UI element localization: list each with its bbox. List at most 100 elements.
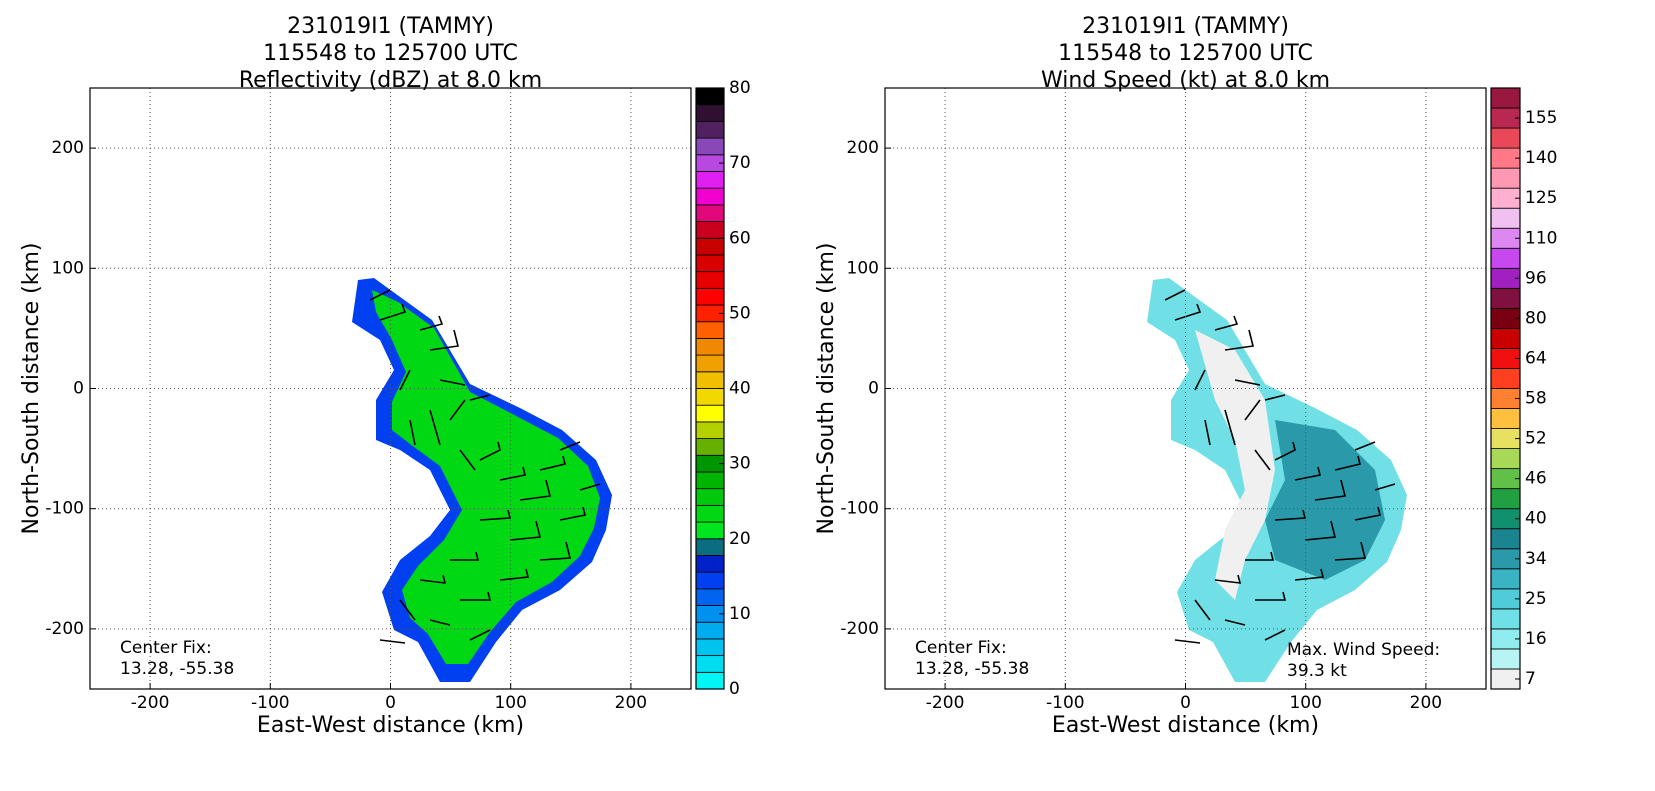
x-tick-label: 0 xyxy=(385,693,396,713)
x-tick-label: 100 xyxy=(1289,693,1321,713)
colorbar-bin xyxy=(695,588,725,606)
colorbar-bin xyxy=(695,571,725,590)
colorbar-bin xyxy=(1490,207,1521,229)
chart-title: 115548 to 125700 UTC xyxy=(263,41,518,66)
colorbar-tick-label: 80 xyxy=(729,78,751,98)
x-tick-label: 100 xyxy=(494,693,526,713)
plot-frame xyxy=(884,87,1487,690)
colorbar-tick-label: 30 xyxy=(729,454,751,474)
colorbar-bin xyxy=(695,671,725,690)
colorbar-bin xyxy=(1490,448,1521,470)
colorbar-tick-label: 70 xyxy=(729,153,751,173)
colorbar-tick-label: 80 xyxy=(1525,308,1547,328)
colorbar-tick-label: 110 xyxy=(1525,228,1557,248)
annotation: 13.28, -55.38 xyxy=(915,659,1029,679)
colorbar-bin xyxy=(695,555,725,573)
colorbar-bin xyxy=(1490,368,1521,389)
x-axis-label: East-West distance (km) xyxy=(1052,713,1319,738)
colorbar-bin xyxy=(1490,488,1521,510)
colorbar-tick-label: 40 xyxy=(1525,509,1547,529)
annotation: Max. Wind Speed: xyxy=(1287,640,1440,660)
colorbar-bin xyxy=(695,254,725,273)
chart-title: Reflectivity (dBZ) at 8.0 km xyxy=(239,68,542,93)
y-tick-label: 200 xyxy=(52,138,84,158)
colorbar-tick-label: 46 xyxy=(1525,469,1547,489)
y-tick-label: -100 xyxy=(45,499,84,519)
colorbar-bin xyxy=(695,87,725,106)
colorbar-tick-label: 20 xyxy=(729,529,751,549)
colorbar-tick-label: 52 xyxy=(1525,429,1547,449)
colorbar-bin xyxy=(1490,87,1521,109)
colorbar-bin xyxy=(695,338,725,356)
colorbar-tick-label: 155 xyxy=(1525,108,1557,128)
x-tick-label: -100 xyxy=(1046,693,1085,713)
y-tick-label: 0 xyxy=(868,379,879,399)
colorbar-bin xyxy=(695,271,725,289)
chart-title: Wind Speed (kt) at 8.0 km xyxy=(1041,68,1330,93)
colorbar-bin xyxy=(1490,327,1521,349)
colorbar-tick-label: 7 xyxy=(1525,669,1536,689)
colorbar-bin xyxy=(695,404,725,423)
colorbar-bin xyxy=(695,187,725,206)
y-tick-label: -200 xyxy=(45,619,84,639)
colorbar-bin xyxy=(1490,408,1521,429)
colorbar-bin xyxy=(695,488,725,506)
colorbar-bin xyxy=(1490,608,1521,630)
colorbar-bin xyxy=(695,137,725,156)
plot-frame xyxy=(89,87,692,690)
chart-title: 115548 to 125700 UTC xyxy=(1058,41,1313,66)
x-axis-label: East-West distance (km) xyxy=(257,713,524,738)
colorbar-bin xyxy=(695,171,725,189)
colorbar-tick-label: 25 xyxy=(1525,589,1547,609)
colorbar-bin xyxy=(1490,648,1521,670)
y-tick-label: 0 xyxy=(73,379,84,399)
colorbar-bin xyxy=(695,538,725,556)
colorbar-bin xyxy=(695,120,725,139)
y-tick-label: -200 xyxy=(840,619,879,639)
colorbar-bin xyxy=(1490,528,1521,550)
colorbar-bin xyxy=(695,204,725,222)
colorbar-tick-label: 34 xyxy=(1525,549,1547,569)
colorbar-bin xyxy=(695,438,725,456)
colorbar-bin xyxy=(695,321,725,339)
x-tick-label: 200 xyxy=(1410,693,1442,713)
colorbar-tick-label: 64 xyxy=(1525,348,1547,368)
x-tick-label: -200 xyxy=(926,693,965,713)
colorbar-bin xyxy=(695,371,725,389)
colorbar-bin xyxy=(1490,167,1521,189)
y-tick-label: 200 xyxy=(847,138,879,158)
x-tick-label: 0 xyxy=(1180,693,1191,713)
y-axis-label: North-South distance (km) xyxy=(814,243,839,535)
colorbar-tick-label: 125 xyxy=(1525,188,1557,208)
colorbar-frame xyxy=(1490,87,1521,690)
annotation: Center Fix: xyxy=(120,638,212,658)
colorbar-tick-label: 58 xyxy=(1525,389,1547,409)
annotation: 13.28, -55.38 xyxy=(120,659,234,679)
colorbar-bin xyxy=(1490,568,1521,590)
y-tick-label: -100 xyxy=(840,499,879,519)
colorbar-tick-label: 60 xyxy=(729,228,751,248)
colorbar-bin xyxy=(695,655,725,673)
colorbar-bin xyxy=(695,287,725,306)
colorbar-bin xyxy=(695,354,725,373)
colorbar-bin xyxy=(1490,127,1521,149)
colorbar-bin xyxy=(695,638,725,657)
y-axis-label: North-South distance (km) xyxy=(19,243,44,535)
y-tick-label: 100 xyxy=(52,258,84,278)
colorbar-tick-label: 140 xyxy=(1525,148,1557,168)
colorbar-bin xyxy=(695,104,725,122)
colorbar-bin xyxy=(695,621,725,640)
x-tick-label: -100 xyxy=(251,693,290,713)
colorbar-tick-label: 50 xyxy=(729,303,751,323)
chart-title: 231019I1 (TAMMY) xyxy=(287,14,494,39)
colorbar-tick-label: 16 xyxy=(1525,629,1547,649)
colorbar-tick-label: 10 xyxy=(729,604,751,624)
colorbar-bin xyxy=(1490,287,1521,309)
x-tick-label: -200 xyxy=(131,693,170,713)
annotation: 39.3 kt xyxy=(1287,661,1347,681)
colorbar-bin xyxy=(695,521,725,540)
x-tick-label: 200 xyxy=(615,693,647,713)
colorbar-bin xyxy=(695,471,725,490)
annotation: Center Fix: xyxy=(915,638,1007,658)
